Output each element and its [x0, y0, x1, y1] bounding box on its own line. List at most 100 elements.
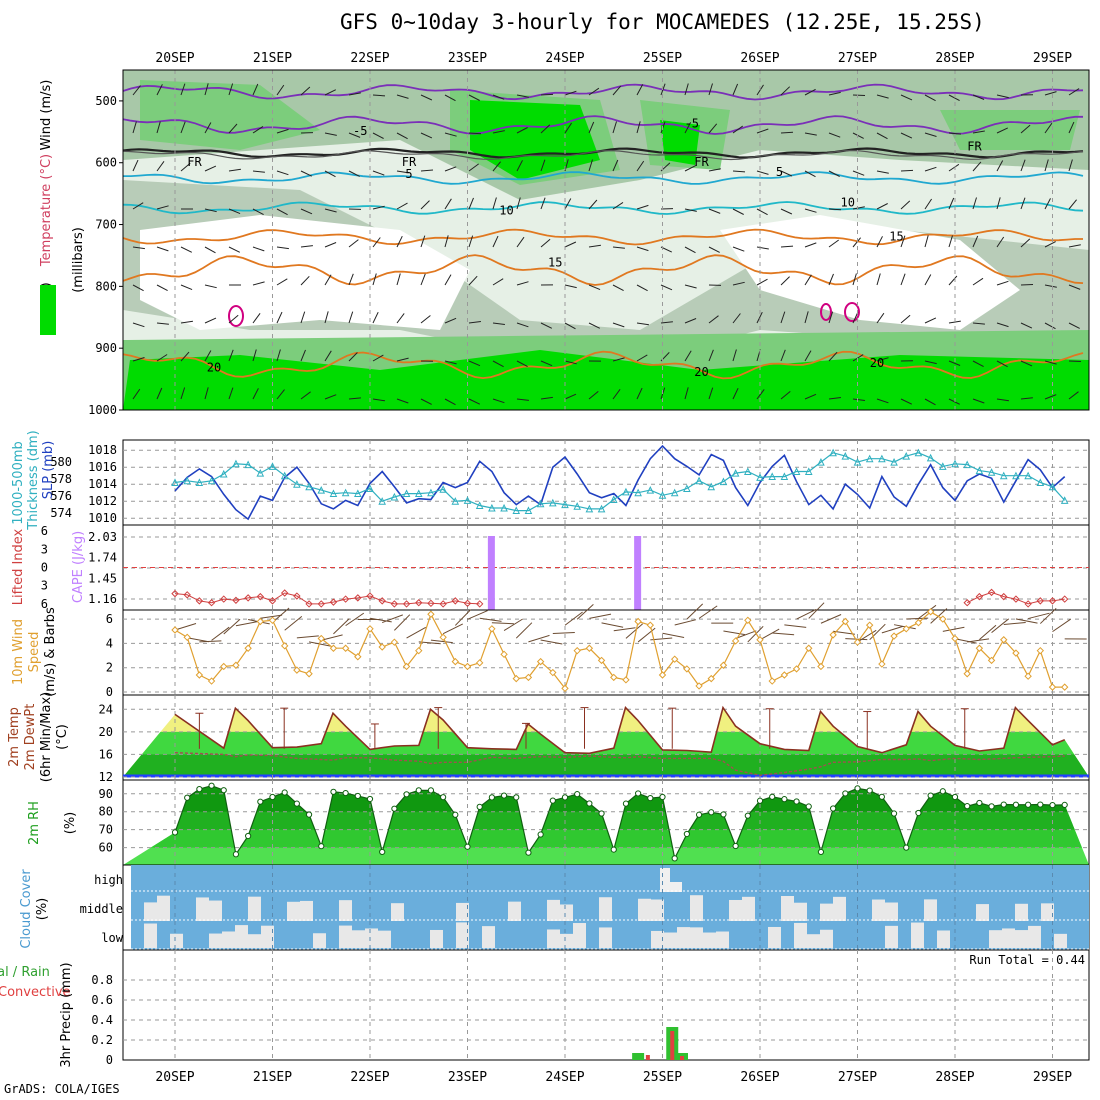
rh-point: [708, 809, 715, 816]
wind-speed-point: [1024, 672, 1032, 680]
li-point: [366, 592, 374, 600]
wind-speed-point: [756, 636, 764, 644]
rh-point: [830, 805, 837, 812]
thickness-point: [463, 496, 472, 504]
wind-barb: [900, 398, 913, 405]
rh-region: [720, 215, 1020, 330]
wind-speed-point: [171, 626, 179, 634]
thickness-point: [951, 459, 959, 468]
thickness-point: [268, 462, 277, 470]
wind-barb: [612, 201, 624, 210]
surface-wind-barb: [235, 621, 258, 627]
surface-wind-barb: [601, 622, 624, 628]
slp-line: [174, 444, 1066, 521]
wind-barb: [516, 236, 525, 248]
li-point: [280, 589, 289, 597]
wind-barb: [828, 91, 841, 96]
wind-barb: [228, 83, 234, 96]
cloud-mid-cell: [742, 896, 755, 921]
wind-barb: [1020, 322, 1033, 329]
date-label-bottom: 28SEP: [935, 1070, 974, 1085]
wind-barb: [516, 322, 529, 328]
wind-speed-point: [975, 644, 984, 652]
cloud-mid-cell: [599, 897, 612, 921]
wind-barb: [132, 322, 145, 328]
surface-wind-barb: [187, 637, 209, 643]
wind-barb: [1068, 322, 1080, 329]
thickness-point: [829, 448, 837, 457]
thickness-point: [451, 497, 460, 505]
wind-barb: [252, 125, 264, 134]
surface-wind-barb: [954, 638, 977, 644]
cloud-mid-cell: [391, 903, 404, 921]
dewpt-line: [174, 752, 1065, 777]
surface-wind-barb: [796, 608, 817, 620]
thickness-point: [341, 488, 350, 497]
wind-speed-point: [914, 619, 923, 627]
wind-barb: [948, 163, 960, 172]
cloud-low-cell: [599, 927, 612, 948]
wind-barb: [972, 161, 982, 172]
wind-barb: [228, 387, 234, 400]
wind-barb: [900, 273, 906, 286]
wind-barb: [924, 274, 932, 286]
rh-point: [866, 787, 873, 794]
wind-barb: [756, 278, 768, 286]
li-point: [1024, 600, 1032, 608]
rh-point: [1037, 801, 1044, 808]
slp-tick: 1012: [88, 494, 117, 508]
cloud-units: (%): [35, 898, 50, 921]
wind-barb: [756, 246, 769, 250]
surface-wind-barb: [698, 605, 718, 619]
thickness-point: [756, 473, 764, 481]
cloud-mid-cell: [690, 895, 703, 921]
wind-barb: [972, 197, 977, 210]
wind-barb: [708, 168, 721, 172]
wind-barb: [228, 349, 234, 362]
wind-barb: [444, 274, 452, 286]
rh-point: [513, 794, 520, 801]
wind-barb: [156, 354, 168, 362]
wind-speed-point: [865, 621, 874, 629]
thickness-point: [524, 506, 533, 515]
precip-tick: 0.8: [91, 973, 113, 987]
wind-barb: [372, 311, 379, 324]
wind-barb: [852, 94, 866, 96]
thickness-tick: 574: [50, 506, 72, 520]
wind-barb: [156, 84, 163, 96]
wind-speed-point: [378, 643, 386, 651]
cloud-mid-cell: [794, 902, 807, 921]
cloud-low-cell: [989, 930, 1002, 948]
wind-barb: [780, 131, 794, 134]
credit-footer: GrADS: COLA/IGES: [4, 1082, 120, 1096]
wind-barb: [1044, 360, 1057, 365]
wind-barb: [876, 132, 888, 140]
lifted-index-label: Lifted Index: [11, 528, 26, 605]
wind-barb: [876, 398, 889, 404]
surface-wind-barb: [454, 609, 472, 626]
rh-point: [293, 800, 300, 807]
rh-point: [720, 811, 727, 818]
wind-speed-point: [329, 644, 338, 652]
wind-barb: [300, 170, 313, 177]
temp-area-cool: [123, 754, 1089, 777]
wind-tick: 6: [106, 612, 113, 626]
temp-label-4: (°C): [55, 724, 70, 750]
contour-label: 5: [776, 165, 783, 179]
wind-barb: [948, 360, 961, 366]
contour-temp-15a: [122, 228, 1083, 246]
cloud-mid-cell: [196, 897, 209, 921]
wind-barb: [636, 246, 649, 252]
cloud-mid-cell: [248, 896, 261, 921]
wind-barb: [516, 94, 529, 98]
wind-barb: [1020, 397, 1033, 400]
li-point: [268, 597, 277, 605]
precip-total-bar: [632, 1053, 645, 1060]
cloud-low-cell: [352, 930, 365, 948]
wind-barb: [732, 246, 745, 252]
li-point: [378, 597, 386, 605]
temp-label-2: 2m DewPt: [23, 704, 38, 771]
wind-barb: [204, 83, 209, 96]
wind-barb: [396, 313, 405, 324]
